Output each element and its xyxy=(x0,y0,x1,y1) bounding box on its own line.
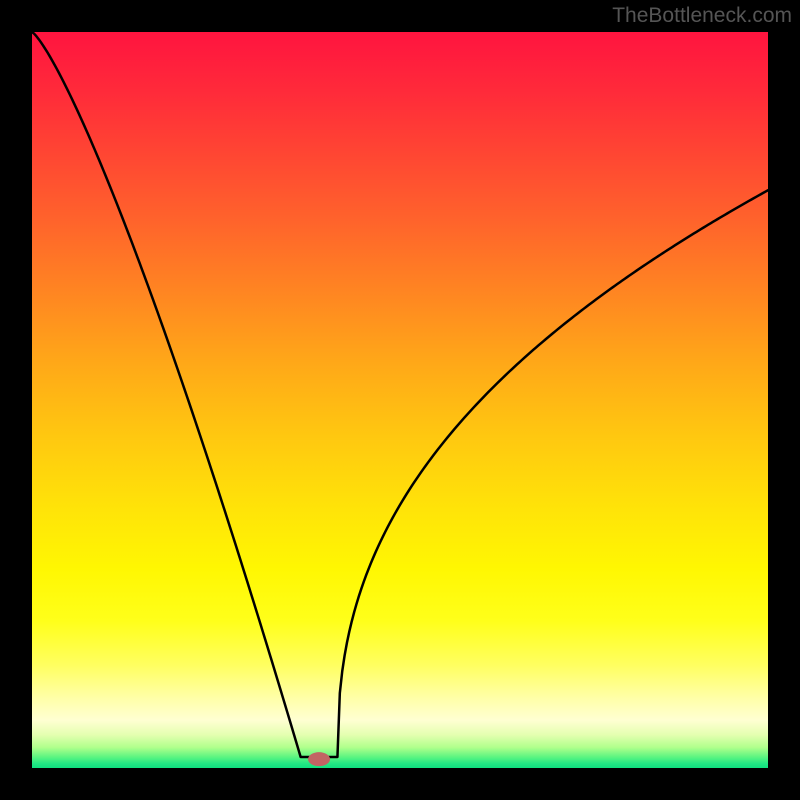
plot-background xyxy=(32,32,768,768)
watermark-text: TheBottleneck.com xyxy=(612,4,792,28)
chart-svg xyxy=(0,0,800,800)
optimal-marker xyxy=(308,752,330,766)
chart-container: TheBottleneck.com xyxy=(0,0,800,800)
